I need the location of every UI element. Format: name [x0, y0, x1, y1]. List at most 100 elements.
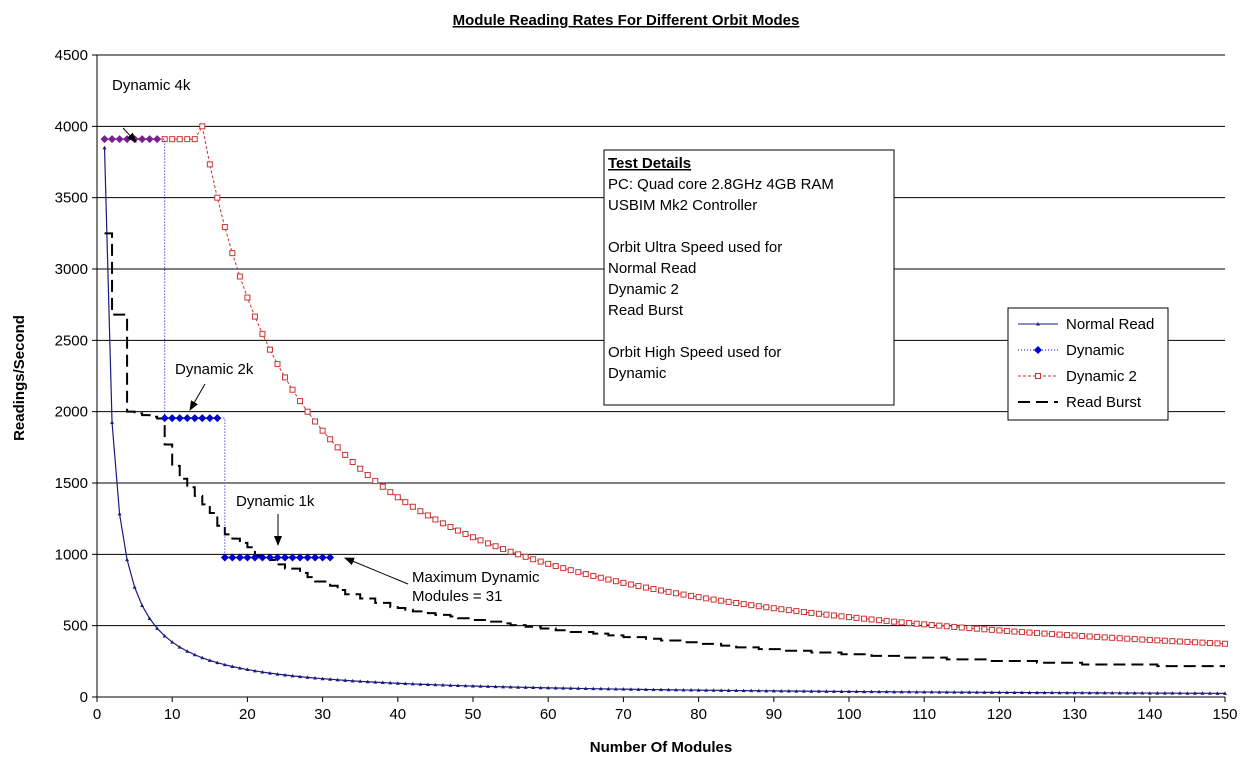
- annotation-text: Dynamic 1k: [236, 493, 315, 510]
- normal-read-point: [613, 687, 618, 691]
- normal-read-point: [862, 689, 867, 694]
- legend-swatch-marker: [1034, 346, 1042, 354]
- normal-read-point: [1080, 690, 1085, 695]
- normal-read-point: [816, 689, 821, 693]
- normal-read-point: [696, 688, 701, 692]
- dynamic-2-point: [169, 136, 176, 143]
- normal-read-point: [471, 684, 475, 688]
- dynamic-2-point: [477, 537, 484, 544]
- normal-read-point: [478, 684, 483, 688]
- dynamic-2-point: [808, 609, 815, 616]
- dynamic-point: [296, 553, 305, 562]
- dynamic-point: [273, 553, 282, 562]
- normal-read-point: [486, 684, 491, 688]
- legend-swatch-marker: [1035, 373, 1041, 379]
- x-tick-label: 140: [1137, 706, 1162, 723]
- dynamic-2-point: [748, 602, 755, 609]
- dynamic-2-point: [650, 586, 657, 593]
- dynamic-2-point: [876, 617, 883, 624]
- x-tick-label: 10: [164, 706, 181, 723]
- x-tick-label: 40: [389, 706, 406, 723]
- dynamic-2-point: [1041, 630, 1048, 637]
- dynamic-2-point: [1191, 639, 1198, 646]
- normal-read-point: [185, 649, 190, 653]
- x-tick-label: 130: [1062, 706, 1087, 723]
- normal-read-point: [1140, 691, 1145, 695]
- normal-read-point: [989, 690, 994, 694]
- dynamic-point: [175, 414, 184, 423]
- normal-read-point: [283, 673, 287, 677]
- dynamic-2-point: [1003, 627, 1010, 634]
- normal-read-point: [869, 689, 874, 694]
- annotation-arrow: [189, 383, 206, 411]
- annotations-layer: Dynamic 4k Dynamic 2k Dynamic 1k Maximum Dy…: [112, 77, 540, 605]
- normal-read-point: [1072, 690, 1077, 695]
- normal-read-point: [1065, 690, 1070, 695]
- dynamic-2-point: [846, 614, 852, 621]
- dynamic-2-point: [266, 346, 273, 353]
- dynamic-point: [153, 135, 162, 144]
- x-tick-label: 90: [765, 706, 782, 723]
- dynamic-2-point: [1199, 639, 1206, 646]
- normal-read-point: [771, 688, 776, 693]
- normal-read-point: [328, 677, 333, 681]
- annotation: Dynamic 4k: [112, 77, 191, 143]
- normal-read-point: [200, 655, 205, 660]
- dynamic-2-point: [582, 571, 589, 578]
- normal-read-point: [531, 685, 536, 690]
- normal-read-point: [388, 680, 393, 685]
- series-read-burst: [104, 232, 1225, 668]
- info-box-line: Dynamic 2: [608, 281, 679, 298]
- dynamic-2-point: [289, 386, 296, 393]
- normal-read-point: [140, 603, 145, 607]
- normal-read-point: [207, 658, 212, 662]
- y-tick-label: 4000: [55, 118, 88, 135]
- y-tick-label: 2000: [55, 404, 88, 421]
- dynamic-2-point: [259, 330, 266, 337]
- normal-read-point: [666, 687, 671, 692]
- dynamic-2-point: [319, 427, 326, 434]
- normal-read-point: [358, 679, 363, 683]
- dynamic-2-point: [936, 622, 943, 629]
- series-dynamic: [100, 135, 335, 562]
- dynamic-2-point: [312, 418, 319, 425]
- normal-read-point: [839, 689, 844, 693]
- normal-read-point: [155, 626, 160, 630]
- normal-read-point: [959, 690, 964, 694]
- normal-read-point: [237, 666, 242, 670]
- dynamic-2-point: [402, 499, 409, 506]
- normal-read-point: [974, 690, 979, 694]
- dynamic-2-point: [214, 194, 221, 201]
- dynamic-2-point: [612, 578, 619, 585]
- y-tick-label: 3500: [55, 190, 88, 207]
- dynamic-point: [138, 135, 147, 144]
- dynamic-point: [213, 414, 222, 423]
- normal-read-point: [681, 687, 686, 692]
- legend-label: Dynamic 2: [1066, 368, 1137, 385]
- legend-item: Dynamic 2: [1018, 368, 1137, 385]
- normal-read-point: [1125, 690, 1130, 695]
- normal-read-point: [1035, 690, 1039, 695]
- dynamic-2-point: [417, 508, 424, 515]
- dynamic-2-point: [1064, 632, 1071, 639]
- y-tick-label: 1000: [55, 546, 88, 563]
- normal-read-point: [313, 676, 318, 680]
- dynamic-2-point: [492, 543, 499, 550]
- dynamic-2-point: [515, 551, 522, 558]
- x-tick-label: 20: [239, 706, 256, 723]
- x-tick-label: 60: [540, 706, 557, 723]
- dynamic-2-point: [432, 516, 439, 523]
- dynamic-2-point: [718, 597, 725, 604]
- normal-read-point: [215, 660, 220, 665]
- normal-read-point: [110, 420, 115, 424]
- dynamic-2-point: [988, 626, 995, 633]
- dynamic-2-point: [191, 136, 198, 143]
- info-box-line: Read Burst: [608, 302, 684, 319]
- normal-read-point: [132, 585, 137, 589]
- normal-read-point: [1177, 691, 1182, 695]
- normal-read-point: [636, 687, 641, 691]
- series-read-burst-line: [104, 232, 1225, 668]
- normal-read-point: [674, 687, 679, 692]
- dynamic-2-point: [921, 621, 928, 628]
